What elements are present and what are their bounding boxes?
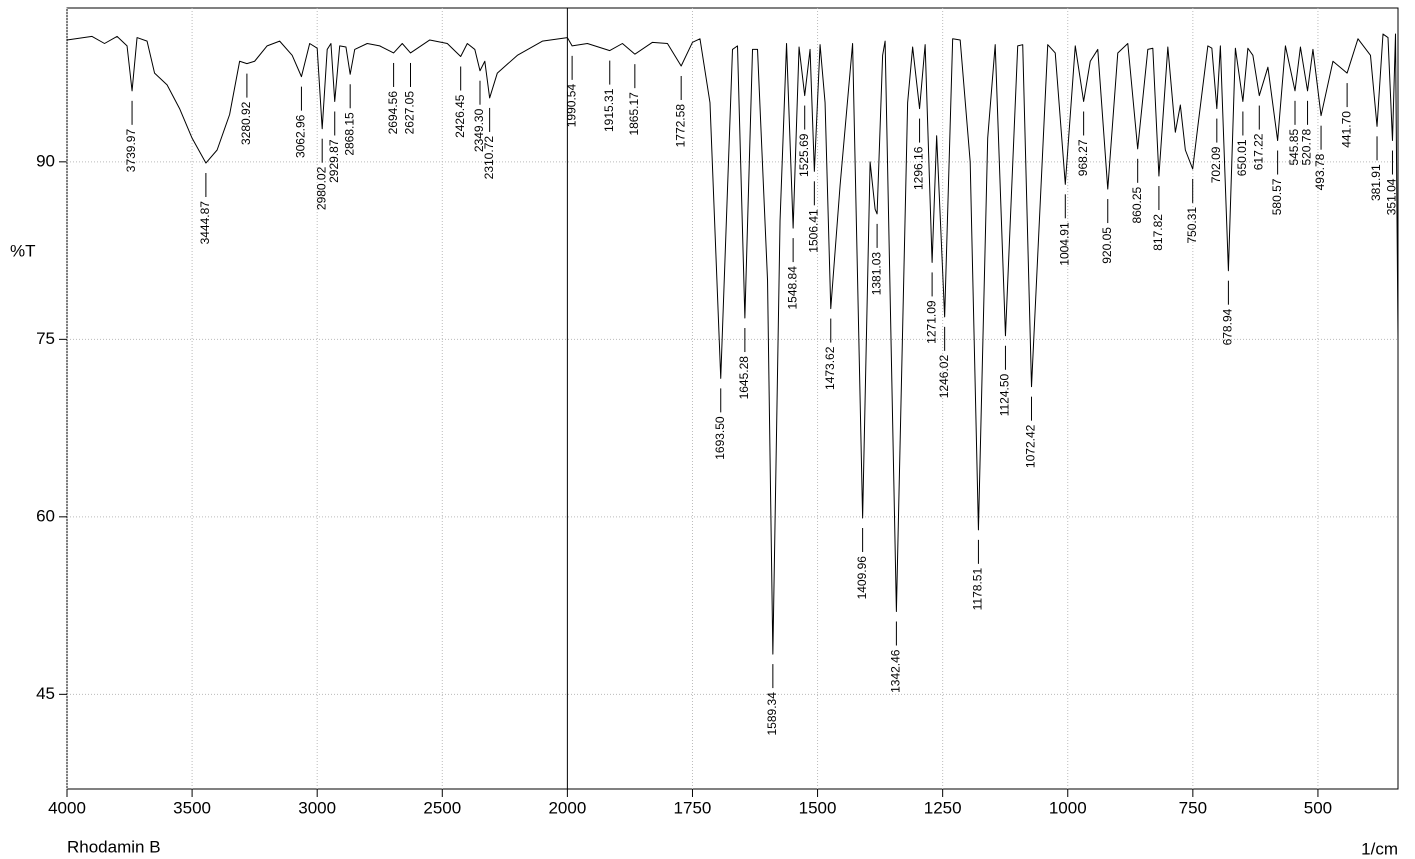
x-tick-label: 1250: [924, 798, 962, 817]
x-tick-label: 750: [1179, 798, 1207, 817]
peak-label: 1004.91: [1057, 222, 1071, 266]
x-tick-label: 1000: [1049, 798, 1087, 817]
peak-label: 441.70: [1339, 111, 1353, 148]
peak-label: 1409.96: [855, 556, 869, 600]
peak-label: 920.05: [1100, 227, 1114, 264]
peak-label: 1693.50: [713, 416, 727, 460]
peak-label: 2310.72: [482, 136, 496, 180]
peak-label: 2929.87: [327, 139, 341, 183]
peak-label: 580.57: [1270, 178, 1284, 215]
peak-label: 1342.46: [889, 649, 903, 693]
peak-label: 1865.17: [627, 92, 641, 136]
x-tick-label: 1500: [799, 798, 837, 817]
peak-label: 493.78: [1313, 153, 1327, 190]
peak-label: 1548.84: [785, 266, 799, 310]
peak-label: 1772.58: [673, 104, 687, 148]
peak-label: 2980.02: [314, 166, 328, 210]
peak-label: 1506.41: [807, 209, 821, 253]
peak-label: 3062.96: [294, 114, 308, 158]
peak-label: 1915.31: [602, 88, 616, 132]
sample-name: Rhodamin B: [67, 837, 161, 856]
peak-label: 520.78: [1300, 129, 1314, 166]
peak-label: 1645.28: [737, 356, 751, 400]
peak-label: 1589.34: [765, 692, 779, 736]
y-axis-label: %T: [10, 241, 36, 260]
y-tick-label: 45: [36, 684, 55, 703]
peak-label: 1473.62: [823, 346, 837, 390]
peak-label: 1124.50: [998, 373, 1012, 416]
peak-label: 1525.69: [797, 133, 811, 177]
peak-label: 1271.09: [924, 300, 938, 344]
peak-label: 678.94: [1221, 308, 1235, 345]
peak-label: 545.85: [1287, 129, 1301, 166]
peak-label: 750.31: [1185, 207, 1199, 244]
peak-label: 702.09: [1209, 146, 1223, 183]
peak-label: 1381.03: [869, 252, 883, 296]
peak-label: 1178.51: [971, 568, 985, 611]
peak-label: 650.01: [1235, 139, 1249, 176]
x-tick-label: 2000: [548, 798, 586, 817]
peak-label: 617.22: [1251, 133, 1265, 170]
x-tick-label: 1750: [674, 798, 712, 817]
x-tick-label: 3000: [298, 798, 336, 817]
y-tick-label: 60: [36, 506, 55, 525]
peak-label: 351.04: [1385, 178, 1399, 215]
y-tick-label: 75: [36, 329, 55, 348]
x-tick-label: 4000: [48, 798, 86, 817]
peak-label: 1990.54: [564, 84, 578, 128]
peak-label: 817.82: [1151, 214, 1165, 251]
peak-label: 2349.30: [472, 108, 486, 152]
peak-label: 381.91: [1369, 164, 1383, 201]
peak-label: 3444.87: [198, 201, 212, 245]
peak-label: 968.27: [1076, 139, 1090, 176]
x-axis-label: 1/cm: [1361, 839, 1398, 858]
peak-label: 2627.05: [403, 91, 417, 135]
peak-label: 1296.16: [912, 146, 926, 190]
spectrum-line: [66, 33, 1399, 655]
peak-label: 3280.92: [239, 101, 253, 145]
x-tick-label: 500: [1304, 798, 1332, 817]
peak-label: 3739.97: [124, 129, 138, 173]
peak-label: 1246.02: [937, 355, 951, 399]
x-tick-label: 3500: [173, 798, 211, 817]
x-tick-label: 2500: [423, 798, 461, 817]
peak-label: 1072.42: [1024, 424, 1038, 468]
peak-label: 2694.56: [386, 91, 400, 135]
peak-label: 2868.15: [342, 112, 356, 156]
y-tick-label: 90: [36, 151, 55, 170]
peak-label: 860.25: [1130, 186, 1144, 223]
peak-label: 2426.45: [453, 94, 467, 138]
